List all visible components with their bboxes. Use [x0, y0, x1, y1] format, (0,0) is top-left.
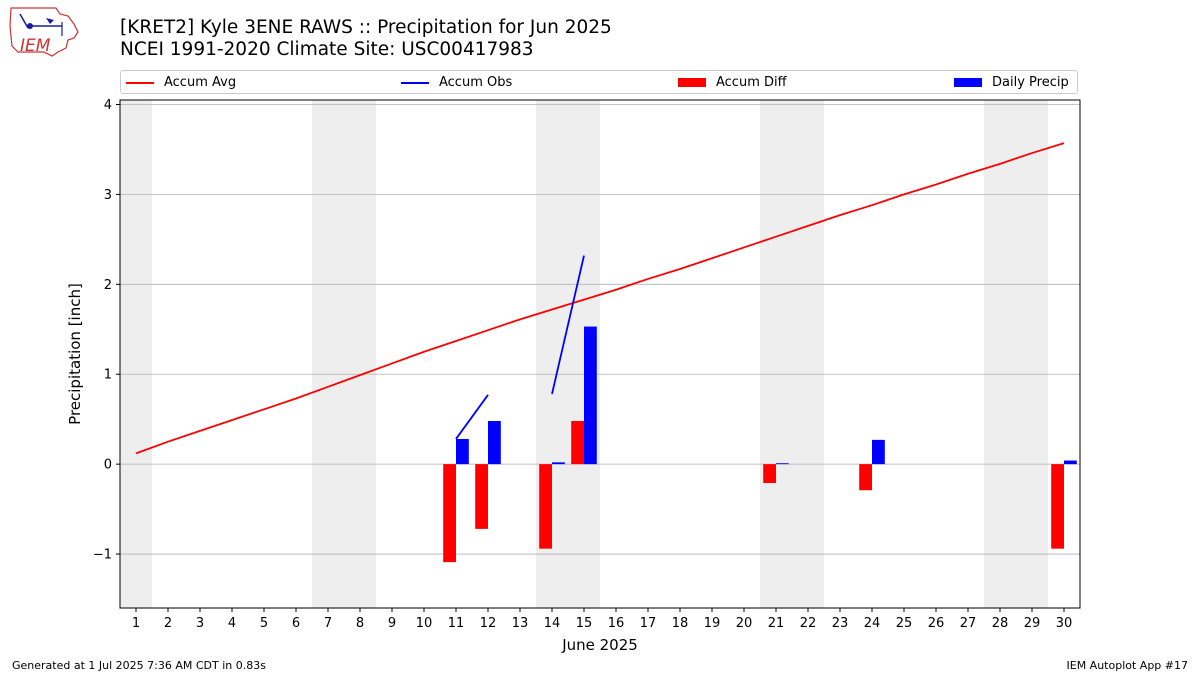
y-tick-label: 0 — [104, 458, 112, 473]
accum-obs-line — [455, 394, 489, 440]
daily-precip-bar — [552, 462, 565, 465]
plot-frame — [119, 99, 1081, 609]
accum-diff-bar — [763, 464, 776, 484]
x-tick-label: 27 — [960, 616, 977, 631]
accum-obs-line — [551, 255, 585, 395]
x-tick-label: 29 — [1024, 616, 1041, 631]
x-tick-label: 26 — [928, 616, 945, 631]
y-tick-label: −1 — [93, 548, 112, 563]
x-tick-label: 17 — [640, 616, 657, 631]
x-axis-label: June 2025 — [561, 636, 638, 654]
autoplot-app-label: IEM Autoplot App #17 — [1066, 659, 1189, 672]
accum-diff-bar — [1051, 464, 1064, 549]
x-tick-label: 2 — [164, 616, 172, 631]
x-tick-label: 5 — [260, 616, 268, 631]
legend-item-daily-precip: Daily Precip — [954, 74, 1069, 91]
y-axis-label: Precipitation [inch] — [66, 283, 84, 425]
x-tick-label: 8 — [356, 616, 364, 631]
x-tick-label: 19 — [704, 616, 721, 631]
y-tick-label: 3 — [104, 188, 112, 203]
x-tick-label: 24 — [864, 616, 881, 631]
daily-precip-bar — [872, 439, 885, 465]
x-tick-label: 23 — [832, 616, 849, 631]
x-tick-label: 28 — [992, 616, 1009, 631]
title-line-1: [KRET2] Kyle 3ENE RAWS :: Precipitation … — [120, 17, 612, 38]
y-tick-label: 2 — [104, 278, 112, 293]
x-tick-label: 20 — [736, 616, 753, 631]
accum-diff-bar — [859, 464, 872, 491]
accum-diff-bar — [475, 464, 488, 529]
daily-precip-bar — [776, 463, 789, 465]
legend-label-daily-precip: Daily Precip — [992, 75, 1069, 90]
x-tick-label: 22 — [800, 616, 817, 631]
legend-swatch-daily-precip — [954, 78, 982, 87]
legend-swatch-accum-obs — [401, 81, 429, 84]
daily-precip-bar — [456, 438, 469, 465]
accum-avg-line — [135, 142, 1065, 455]
x-tick-label: 10 — [416, 616, 433, 631]
x-tick-label: 6 — [292, 616, 300, 631]
x-tick-label: 9 — [388, 616, 396, 631]
x-tick-label: 4 — [228, 616, 236, 631]
weekend-band — [760, 100, 824, 608]
accum-diff-bar — [571, 420, 584, 465]
legend-item-accum-avg: Accum Avg — [126, 74, 236, 91]
weekend-band — [984, 100, 1048, 608]
x-tick-label: 7 — [324, 616, 332, 631]
x-tick-label: 16 — [608, 616, 625, 631]
x-tick-label: 3 — [196, 616, 204, 631]
title-line-2: NCEI 1991-2020 Climate Site: USC00417983 — [120, 39, 534, 60]
generated-timestamp: Generated at 1 Jul 2025 7:36 AM CDT in 0… — [12, 659, 266, 672]
chart-title: [KRET2] Kyle 3ENE RAWS :: Precipitation … — [120, 17, 612, 61]
accum-diff-bar — [539, 464, 552, 549]
svg-text:IEM: IEM — [20, 36, 51, 56]
daily-precip-bar — [488, 420, 501, 465]
legend-swatch-accum-avg — [126, 81, 154, 84]
daily-precip-bar — [1064, 460, 1077, 465]
x-tick-label: 15 — [576, 616, 593, 631]
accum-diff-bar — [443, 464, 456, 563]
x-tick-label: 30 — [1056, 616, 1073, 631]
y-tick-label: 1 — [104, 368, 112, 383]
weekend-band — [120, 100, 152, 608]
y-tick-label: 4 — [104, 98, 112, 113]
iem-logo: IEM — [8, 6, 80, 58]
x-tick-label: 1 — [132, 616, 140, 631]
daily-precip-bar — [584, 326, 597, 465]
x-tick-label: 14 — [544, 616, 561, 631]
x-tick-label: 18 — [672, 616, 689, 631]
x-tick-label: 11 — [448, 616, 465, 631]
x-tick-label: 13 — [512, 616, 529, 631]
x-tick-label: 21 — [768, 616, 785, 631]
legend-item-accum-obs: Accum Obs — [401, 74, 512, 91]
legend-label-accum-avg: Accum Avg — [164, 75, 237, 90]
legend-label-accum-diff: Accum Diff — [716, 75, 787, 90]
weekend-band — [312, 100, 376, 608]
legend-label-accum-obs: Accum Obs — [439, 75, 513, 90]
x-tick-label: 12 — [480, 616, 497, 631]
legend: Accum Avg Accum Obs Accum Diff Daily Pre… — [120, 70, 1078, 94]
legend-item-accum-diff: Accum Diff — [678, 74, 787, 91]
x-tick-label: 25 — [896, 616, 913, 631]
legend-swatch-accum-diff — [678, 78, 706, 87]
